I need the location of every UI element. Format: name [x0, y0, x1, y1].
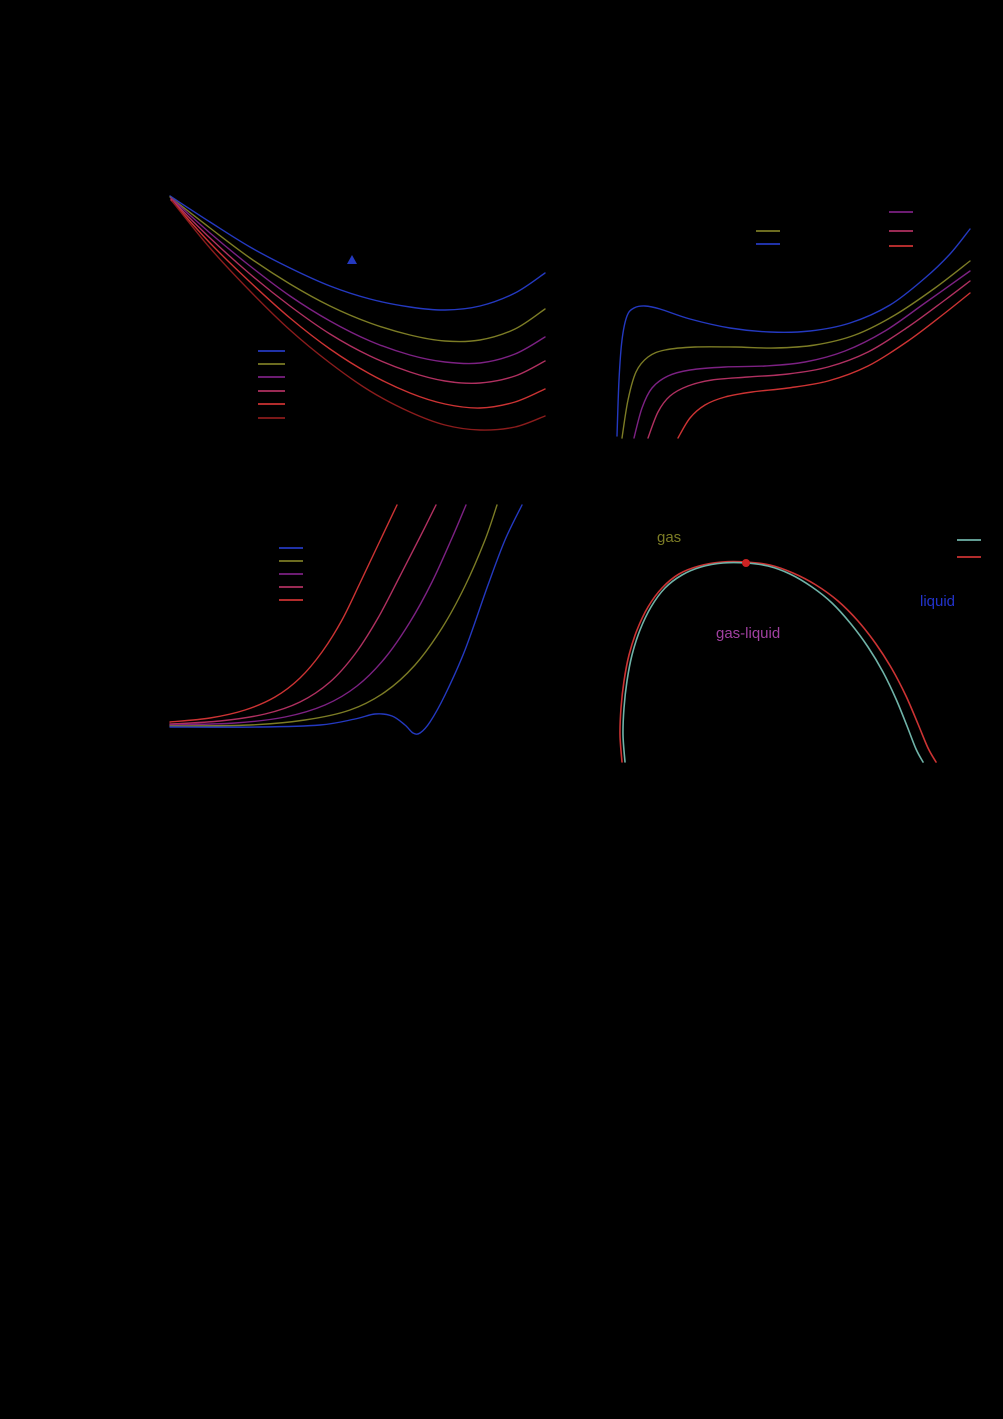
curve-mid-left-pressure-crimson: [169, 504, 437, 725]
curve-top-left-potential-purple: [170, 197, 546, 365]
label-liquid: liquid: [920, 593, 956, 610]
curve-top-left-potential-darkred: [171, 200, 546, 431]
curve-top-right-isotherms-red: [677, 292, 971, 439]
curve-mid-left-pressure-red: [169, 504, 398, 723]
curve-mid-left-pressure-purple: [169, 504, 467, 726]
critical-point-marker-mid-right-coexistence: [742, 559, 750, 567]
curve-top-right-isotherms-crimson: [647, 280, 971, 439]
curve-mid-left-pressure-olive: [169, 504, 498, 727]
curve-top-left-potential-red: [170, 199, 546, 409]
curve-top-right-isotherms-purple: [633, 270, 971, 439]
label-gas: gas: [657, 529, 682, 546]
curve-top-left-potential-olive: [169, 196, 546, 343]
label-gas-liquid: gas-liquid: [716, 625, 781, 642]
curve-top-right-isotherms-olive: [621, 260, 971, 439]
curve-mid-right-coexistence-binodal-teal: [622, 561, 924, 763]
curve-top-left-potential-crimson: [170, 198, 546, 384]
curve-top-left-potential-blue: [169, 195, 546, 311]
curve-mid-right-coexistence-binodal-red: [619, 560, 937, 763]
triangle-marker-top-left-potential: [347, 255, 357, 264]
curve-mid-left-pressure-blue: [169, 504, 523, 735]
curve-top-right-isotherms-blue: [616, 228, 971, 437]
